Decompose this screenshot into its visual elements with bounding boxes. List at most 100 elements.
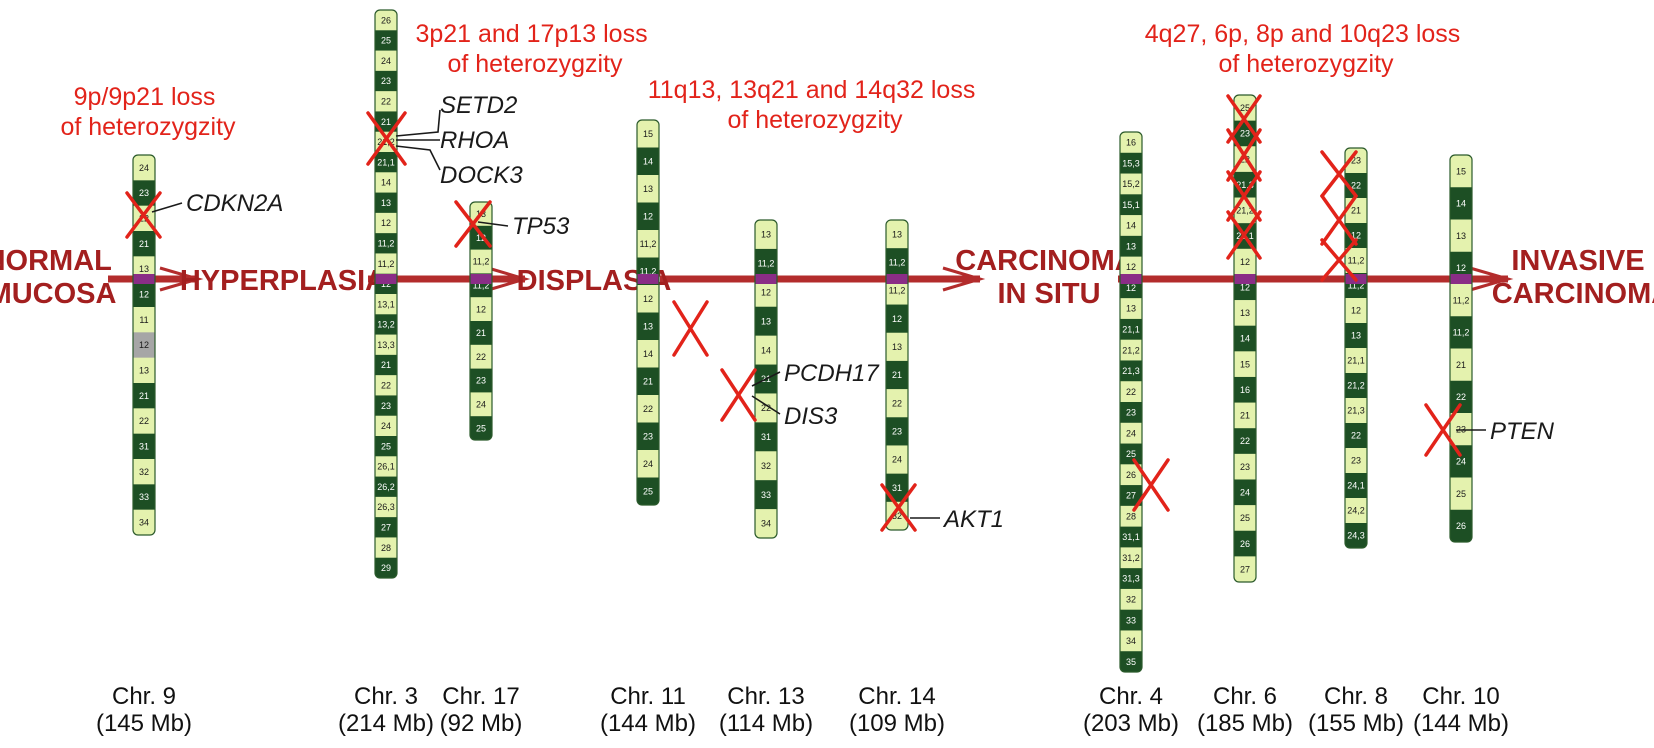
centromere-chr9 xyxy=(133,274,155,284)
band-label-chr4-15: 25 xyxy=(1126,449,1136,459)
centromere-chr13 xyxy=(755,274,777,284)
band-label-chr9-9: 21 xyxy=(139,391,149,401)
band-chr4-14 xyxy=(1120,422,1142,444)
band-label-chr10-1: 14 xyxy=(1456,199,1466,209)
band-label-chr13-0: 13 xyxy=(761,230,771,240)
band-label-chr6-14: 23 xyxy=(1240,462,1250,472)
band-label-chr3-21: 25 xyxy=(381,441,391,451)
caption-chr10-size: (144 Mb) xyxy=(1413,710,1509,737)
caption-chr3-size: (214 Mb) xyxy=(338,710,434,737)
band-chr3-2 xyxy=(375,50,397,72)
caption-chr3: Chr. 3 (214 Mb) xyxy=(338,683,434,737)
caption-chr14: Chr. 14 (109 Mb) xyxy=(849,683,945,737)
band-label-chr3-7: 21,1 xyxy=(377,157,395,167)
band-chr11-0 xyxy=(637,120,659,148)
band-label-chr11-13: 25 xyxy=(643,486,653,496)
band-label-chr6-9: 14 xyxy=(1240,334,1250,344)
loss-label-9p: 9p/9p21 loss of heterozygzity xyxy=(60,83,236,141)
band-chr10-0 xyxy=(1450,155,1472,188)
band-chr4-25 xyxy=(1120,651,1142,672)
band-label-chr8-13: 24,1 xyxy=(1347,481,1365,491)
band-chr3-25 xyxy=(375,517,397,538)
band-chr4-13 xyxy=(1120,402,1142,424)
gene-labels: CDKN2A SETD2 RHOA DOCK3 TP53 PCDH17 DIS3… xyxy=(186,92,1555,533)
band-label-chr11-2: 13 xyxy=(643,184,653,194)
band-chr14-6 xyxy=(886,389,908,418)
band-chr4-10 xyxy=(1120,339,1142,361)
band-label-chr6-4: 21,2 xyxy=(1236,206,1254,216)
band-label-chr11-3: 12 xyxy=(643,211,653,221)
band-chr3-5 xyxy=(375,111,397,133)
band-label-chr4-23: 33 xyxy=(1126,615,1136,625)
band-label-chr8-6: 12 xyxy=(1351,306,1361,316)
band-label-chr8-3: 12 xyxy=(1351,231,1361,241)
centromere-chr14 xyxy=(886,274,908,284)
band-label-chr8-2: 21 xyxy=(1351,206,1361,216)
loss-label-11q-13q-14q-line-1: 11q13, 13q21 and 14q32 loss xyxy=(648,76,976,104)
centromere-chr4 xyxy=(1120,274,1142,284)
band-chr14-7 xyxy=(886,417,908,446)
band-chr4-18 xyxy=(1120,505,1142,528)
band-chr4-15 xyxy=(1120,443,1142,465)
band-label-chr8-10: 21,3 xyxy=(1347,406,1365,416)
band-chr13-3 xyxy=(755,306,777,337)
band-chr3-8 xyxy=(375,172,397,193)
band-label-chr4-24: 34 xyxy=(1126,636,1136,646)
band-chr11-8 xyxy=(637,340,659,368)
band-chr13-8 xyxy=(755,451,777,481)
band-chr13-0 xyxy=(755,220,777,250)
band-label-chr4-9: 21,1 xyxy=(1122,325,1140,335)
band-label-chr17-6: 22 xyxy=(476,352,486,362)
band-chr9-6 xyxy=(133,307,155,333)
band-chr3-21 xyxy=(375,436,397,457)
stage-cis-line-2: IN SITU xyxy=(997,278,1100,310)
band-label-chr8-11: 22 xyxy=(1351,431,1361,441)
band-chr3-15 xyxy=(375,314,397,335)
band-label-chr17-8: 24 xyxy=(476,400,486,410)
band-chr13-9 xyxy=(755,480,777,510)
band-chr14-0 xyxy=(886,220,908,249)
band-label-chr11-9: 21 xyxy=(643,376,653,386)
band-chr14-4 xyxy=(886,332,908,362)
band-chr13-10 xyxy=(755,509,777,538)
outline-chr8 xyxy=(1344,147,1368,549)
band-chr8-15 xyxy=(1345,523,1367,548)
band-chr8-8 xyxy=(1345,348,1367,374)
band-chr11-2 xyxy=(637,175,659,203)
band-chr6-6 xyxy=(1234,248,1256,275)
band-label-chr3-25: 27 xyxy=(381,522,391,532)
band-label-chr4-16: 26 xyxy=(1126,470,1136,480)
band-label-chr8-1: 22 xyxy=(1351,181,1361,191)
band-label-chr13-4: 14 xyxy=(761,345,771,355)
band-label-chr13-6: 22 xyxy=(761,403,771,413)
band-label-chr9-4: 13 xyxy=(139,264,149,274)
band-label-chr8-0: 23 xyxy=(1351,156,1361,166)
band-chr9-7 xyxy=(133,332,155,359)
arrowhead-invasive-icon xyxy=(1469,266,1514,292)
loh-cross-chr10 xyxy=(1424,403,1462,457)
band-chr8-7 xyxy=(1345,323,1367,349)
gene-pcdh17: PCDH17 xyxy=(784,360,880,387)
caption-chr17: Chr. 17 (92 Mb) xyxy=(440,683,523,737)
loss-label-11q-13q-14q: 11q13, 13q21 and 14q32 loss of heterozyg… xyxy=(648,76,983,134)
band-label-chr11-1: 14 xyxy=(643,156,653,166)
band-label-chr17-5: 21 xyxy=(476,328,486,338)
band-chr11-13 xyxy=(637,477,659,505)
band-chr8-3 xyxy=(1345,223,1367,249)
band-label-chr3-23: 26,2 xyxy=(377,482,395,492)
band-chr8-6 xyxy=(1345,298,1367,324)
band-label-chr14-4: 13 xyxy=(892,342,902,352)
caption-chr13-name: Chr. 13 xyxy=(727,683,804,710)
band-chr10-10 xyxy=(1450,477,1472,511)
band-chr3-16 xyxy=(375,334,397,356)
loh-cross-chr9 xyxy=(125,191,162,239)
band-label-chr10-9: 24 xyxy=(1456,457,1466,467)
loh-cross-chr17 xyxy=(454,200,492,248)
band-label-chr4-1: 15,3 xyxy=(1122,158,1140,168)
band-label-chr3-16: 13,3 xyxy=(377,340,395,350)
band-chr6-17 xyxy=(1234,530,1256,557)
band-label-chr10-4: 11,2 xyxy=(1453,295,1470,305)
band-label-chr4-21: 31,3 xyxy=(1122,574,1140,584)
band-label-chr13-1: 11,2 xyxy=(758,259,775,269)
loh-cross-chr4 xyxy=(1132,458,1170,512)
